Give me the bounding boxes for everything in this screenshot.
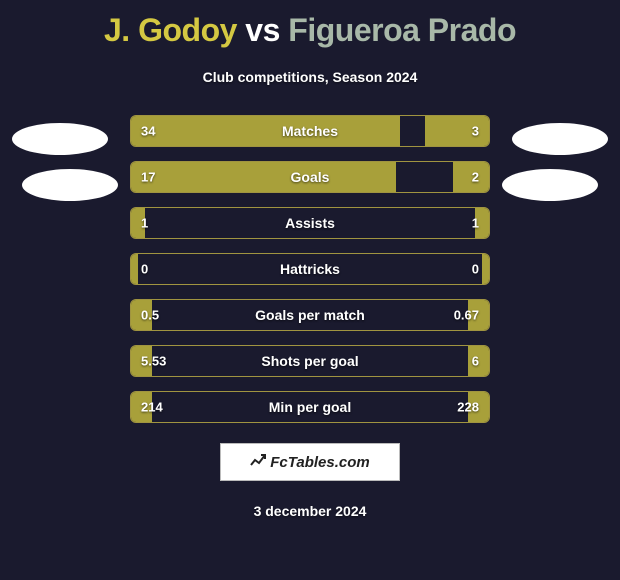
comparison-title: J. Godoy vs Figueroa Prado xyxy=(0,0,620,49)
stat-value-right: 228 xyxy=(457,400,479,415)
player1-badge-1 xyxy=(12,123,108,155)
stat-value-right: 2 xyxy=(472,170,479,185)
stat-bar-right xyxy=(482,254,489,284)
stat-row: 0 Hattricks 0 xyxy=(130,253,490,285)
stat-row: 5.53 Shots per goal 6 xyxy=(130,345,490,377)
stat-value-left: 34 xyxy=(141,124,155,139)
branding-text: FcTables.com xyxy=(270,454,369,471)
stat-label: Goals xyxy=(291,169,330,185)
stat-value-left: 5.53 xyxy=(141,354,166,369)
player1-name: J. Godoy xyxy=(104,12,237,48)
stat-value-right: 0 xyxy=(472,262,479,277)
content-area: 34 Matches 3 17 Goals 2 1 Assists 1 0 Hattricks 0 0.… xyxy=(0,115,620,423)
stat-value-left: 1 xyxy=(141,216,148,231)
stat-value-right: 1 xyxy=(472,216,479,231)
branding-box: FcTables.com xyxy=(220,443,400,481)
stat-value-left: 17 xyxy=(141,170,155,185)
player2-badge-1 xyxy=(512,123,608,155)
stat-label: Hattricks xyxy=(280,261,340,277)
stat-label: Assists xyxy=(285,215,335,231)
stat-row: 0.5 Goals per match 0.67 xyxy=(130,299,490,331)
stat-row: 1 Assists 1 xyxy=(130,207,490,239)
subtitle: Club competitions, Season 2024 xyxy=(0,69,620,85)
stat-label: Matches xyxy=(282,123,338,139)
vs-text: vs xyxy=(245,12,280,48)
player2-name: Figueroa Prado xyxy=(288,12,516,48)
stat-bar-left xyxy=(131,162,396,192)
branding-icon xyxy=(250,453,266,471)
player1-badge-2 xyxy=(22,169,118,201)
date-text: 3 december 2024 xyxy=(0,503,620,519)
stat-value-right: 3 xyxy=(472,124,479,139)
stat-value-left: 0.5 xyxy=(141,308,159,323)
stat-bar-right xyxy=(425,116,489,146)
stat-row: 214 Min per goal 228 xyxy=(130,391,490,423)
stats-bars: 34 Matches 3 17 Goals 2 1 Assists 1 0 Hattricks 0 0.… xyxy=(130,115,490,423)
stat-label: Min per goal xyxy=(269,399,351,415)
stat-value-right: 6 xyxy=(472,354,479,369)
stat-value-left: 214 xyxy=(141,400,163,415)
stat-label: Goals per match xyxy=(255,307,365,323)
stat-value-left: 0 xyxy=(141,262,148,277)
stat-row: 34 Matches 3 xyxy=(130,115,490,147)
player2-badge-2 xyxy=(502,169,598,201)
stat-value-right: 0.67 xyxy=(454,308,479,323)
stat-bar-left xyxy=(131,254,138,284)
stat-bar-left xyxy=(131,116,400,146)
stat-row: 17 Goals 2 xyxy=(130,161,490,193)
stat-label: Shots per goal xyxy=(261,353,358,369)
